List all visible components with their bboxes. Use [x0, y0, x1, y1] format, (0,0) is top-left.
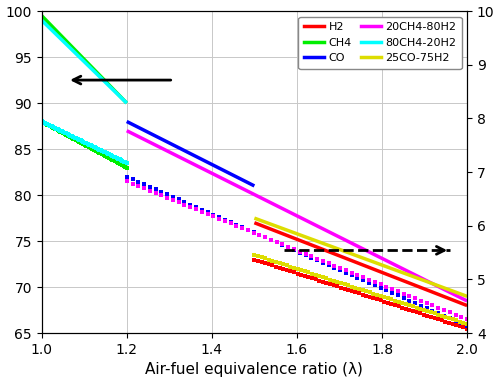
Legend: H2, CH4, CO, 20CH4-80H2, 80CH4-20H2, 25CO-75H2: H2, CH4, CO, 20CH4-80H2, 80CH4-20H2, 25C… [298, 16, 462, 69]
X-axis label: Air-fuel equivalence ratio (λ): Air-fuel equivalence ratio (λ) [146, 362, 364, 377]
